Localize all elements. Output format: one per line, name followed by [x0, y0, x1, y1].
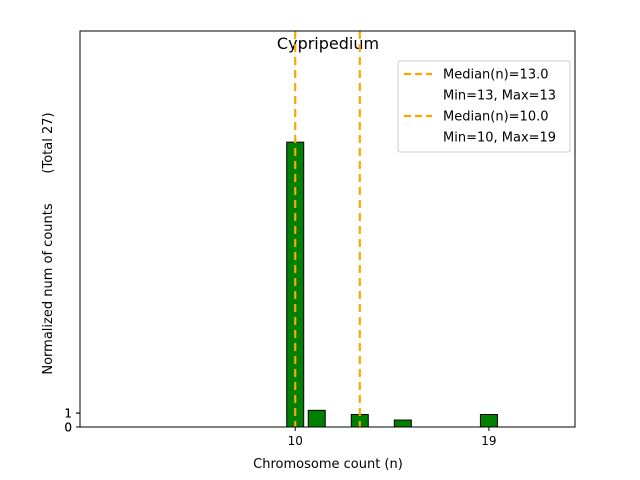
x-axis-ticks: 10 19	[288, 427, 497, 448]
chart-title: Cypripedium	[277, 34, 379, 53]
bar	[307, 409, 326, 428]
x-tick-label: 19	[481, 434, 496, 448]
legend-range-label: Min=13, Max=13	[443, 89, 556, 104]
y-tick-label: 0	[64, 421, 72, 435]
legend-median-label: Median(n)=10.0	[443, 110, 549, 125]
y-axis-label: Normalized num of counts	[41, 203, 56, 374]
legend-box	[397, 60, 571, 153]
bar	[479, 413, 498, 428]
legend: Median(n)=13.0 Min=13, Max=13 Median(n)=10…	[397, 60, 571, 153]
y-tick-label: 1	[64, 407, 72, 421]
plot-area	[286, 31, 498, 428]
x-tick-label: 10	[288, 434, 303, 448]
plot-frame	[79, 30, 576, 428]
legend-range-label: Min=10, Max=19	[443, 131, 556, 146]
y-tick-label: 0	[64, 421, 72, 435]
y-axis-total-note: (Total 27)	[41, 112, 56, 173]
x-axis-label: Chromosome count (n)	[253, 457, 403, 472]
legend-median-label: Median(n)=13.0	[443, 68, 549, 83]
bar	[393, 419, 412, 428]
y-tick-label: 1	[64, 407, 72, 421]
